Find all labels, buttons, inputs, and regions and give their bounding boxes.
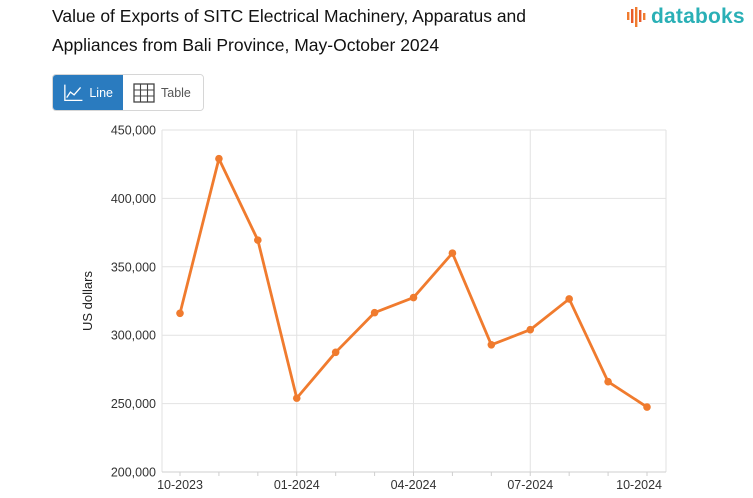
data-point[interactable]	[526, 325, 535, 334]
logo-text: databoks	[651, 5, 745, 28]
data-point[interactable]	[487, 340, 496, 349]
chart-title: Value of Exports of SITC Electrical Mach…	[52, 6, 527, 55]
data-point[interactable]	[254, 236, 262, 244]
y-axis-label: US dollars	[80, 271, 95, 331]
line-chart-icon	[64, 84, 83, 101]
databoks-logo[interactable]: databoks	[626, 4, 745, 30]
data-point[interactable]	[215, 154, 223, 163]
databoks-logo-icon	[627, 7, 646, 27]
y-tick-label: 200,000	[111, 466, 156, 480]
data-point[interactable]	[604, 377, 612, 386]
x-tick-label: 04-2024	[391, 478, 437, 492]
x-tick-label: 01-2024	[274, 478, 320, 492]
table-view-button[interactable]: Table	[123, 75, 203, 110]
data-point[interactable]	[176, 309, 184, 318]
table-view-label: Table	[161, 85, 191, 100]
y-tick-label: 250,000	[111, 397, 156, 411]
view-toggle: Line Table	[52, 74, 204, 111]
x-tick-label: 10-2024	[616, 478, 662, 492]
data-point[interactable]	[409, 293, 418, 302]
data-point[interactable]	[331, 348, 340, 357]
data-point[interactable]	[565, 295, 573, 303]
data-point[interactable]	[370, 308, 379, 317]
y-tick-label: 350,000	[111, 260, 156, 274]
line-view-button[interactable]: Line	[53, 75, 123, 110]
data-point[interactable]	[292, 394, 301, 402]
y-tick-label: 400,000	[111, 192, 156, 206]
x-tick-label: 07-2024	[507, 478, 553, 492]
y-tick-label: 300,000	[111, 329, 156, 343]
table-grid-icon	[133, 82, 155, 103]
data-point[interactable]	[448, 249, 457, 257]
y-tick-label: 450,000	[111, 124, 156, 138]
data-point[interactable]	[643, 403, 651, 411]
line-view-label: Line	[89, 85, 113, 100]
x-tick-label: 10-2023	[157, 478, 203, 492]
